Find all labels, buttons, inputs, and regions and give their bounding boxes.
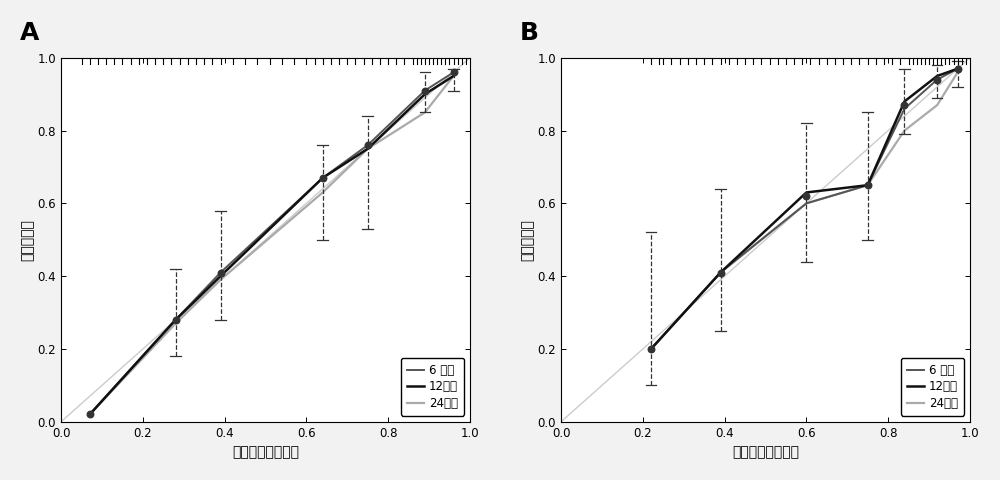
- Text: A: A: [20, 22, 40, 46]
- Legend: 6 个月, 12个月, 24个月: 6 个月, 12个月, 24个月: [401, 358, 464, 416]
- Point: [950, 65, 966, 72]
- Point: [213, 269, 229, 276]
- Point: [929, 76, 945, 84]
- Y-axis label: 实际生存率: 实际生存率: [21, 219, 35, 261]
- Point: [798, 192, 814, 200]
- X-axis label: 列线图预测生存率: 列线图预测生存率: [732, 445, 799, 459]
- Point: [643, 345, 659, 353]
- Text: B: B: [520, 22, 539, 46]
- Point: [360, 141, 376, 149]
- Point: [896, 101, 912, 109]
- Point: [713, 269, 729, 276]
- Y-axis label: 实际生存率: 实际生存率: [521, 219, 535, 261]
- Point: [446, 69, 462, 76]
- Legend: 6 个月, 12个月, 24个月: 6 个月, 12个月, 24个月: [901, 358, 964, 416]
- Point: [82, 410, 98, 418]
- Point: [315, 174, 331, 182]
- Point: [417, 87, 433, 95]
- X-axis label: 列线图预测生存率: 列线图预测生存率: [232, 445, 299, 459]
- Point: [860, 181, 876, 189]
- Point: [168, 316, 184, 324]
